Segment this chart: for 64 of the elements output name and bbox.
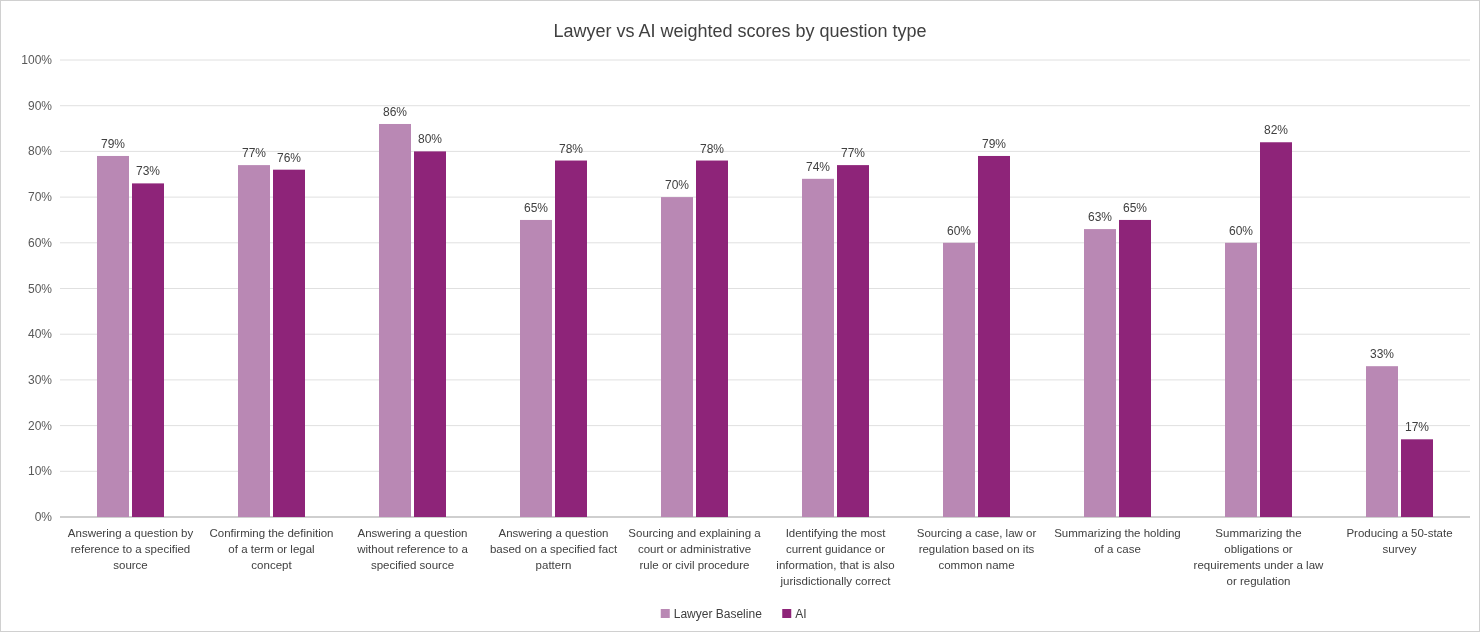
data-label: 60% [1228,223,1254,238]
data-label: 78% [558,141,584,156]
data-label: 63% [1087,210,1113,225]
data-label: 79% [981,136,1007,151]
bar [1084,229,1116,517]
bar [943,242,975,517]
bar [414,151,446,517]
bar [520,219,552,517]
x-tick-label: Answering a question by reference to a specified source [67,527,194,571]
y-tick-label: 80% [27,144,53,159]
y-tick-label: 100% [21,53,53,67]
bar [1366,366,1398,517]
data-label: 80% [417,132,443,147]
y-tick-label: 20% [27,418,53,433]
legend-label: AI [795,607,807,621]
bar [696,160,728,517]
y-tick-label: 60% [27,235,53,250]
data-label: 60% [946,223,972,238]
x-tick-label: Summarizing the obligations or requirements under a law or regulation [1193,527,1325,587]
x-tick-label: Sourcing a case, law or regulation based on its common name [916,527,1037,571]
bar [132,183,164,517]
data-label: 82% [1263,123,1289,138]
bar [837,165,869,517]
x-tick-label: Identifying the most current guidance or information, that is also jurisdictionally correct [776,527,895,587]
x-tick-label: Producing a 50-state survey [1346,527,1453,555]
data-label: 70% [664,178,690,193]
data-label: 74% [805,159,831,174]
data-label: 73% [135,164,161,179]
bar [97,155,129,517]
data-label: 33% [1369,347,1395,362]
y-tick-label: 40% [27,327,53,342]
data-label: 65% [1122,200,1148,215]
y-tick-label: 10% [27,464,53,479]
data-label: 17% [1404,420,1430,435]
data-label: 78% [699,141,725,156]
bar [273,169,305,517]
bar [1260,142,1292,517]
x-tick-label: Answering a question based on a specified fact pattern [489,527,618,571]
data-label: 65% [523,200,549,215]
chart-title: Lawyer vs AI weighted scores by question type [553,21,927,41]
bar [1225,242,1257,517]
data-label: 76% [276,150,302,165]
legend-label: Lawyer Baseline [673,607,763,621]
y-tick-label: 90% [27,98,53,113]
y-tick-label: 0% [34,510,53,524]
data-label: 79% [100,136,126,151]
data-label: 77% [241,146,267,161]
bar [978,155,1010,517]
data-label: 77% [840,146,866,161]
y-tick-label: 30% [27,372,53,387]
y-tick-label: 70% [27,190,53,205]
bar [802,178,834,517]
y-tick-label: 50% [27,281,53,296]
x-tick-label: Confirming the definition of a term or legal concept [209,527,334,571]
x-tick-label: Sourcing and explaining a court or administrative rule or civil procedure [628,527,762,571]
bar [238,165,270,517]
x-tick-label: Summarizing the holding of a case [1054,527,1181,555]
bar [555,160,587,517]
data-label: 86% [382,104,408,119]
x-tick-label: Answering a question without reference to a specified source [356,527,469,571]
bar [1119,219,1151,517]
bar [1401,439,1433,517]
bar [379,123,411,517]
bar [661,197,693,517]
